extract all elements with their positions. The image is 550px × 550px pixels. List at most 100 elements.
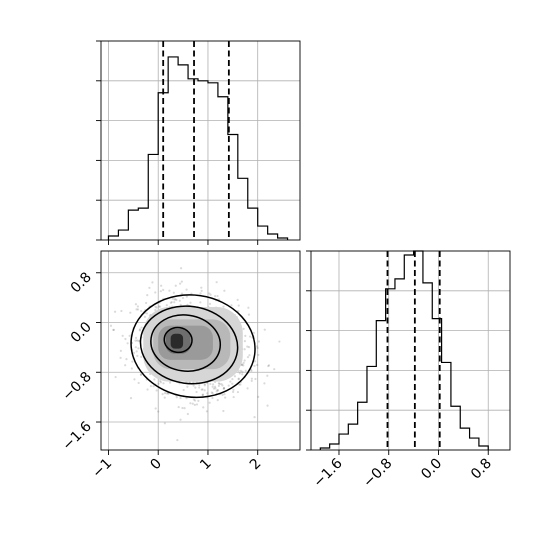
joint-point <box>194 386 197 389</box>
joint-point <box>175 298 178 302</box>
histogram-x-quantiles <box>162 41 230 240</box>
joint-point <box>151 281 154 284</box>
joint-point <box>179 282 182 285</box>
joint-point <box>237 310 240 313</box>
joint-point <box>254 377 257 381</box>
joint-point <box>186 412 189 416</box>
joint-point <box>266 404 269 407</box>
joint-point <box>137 347 140 350</box>
joint-point <box>129 397 133 400</box>
joint-point <box>211 392 214 395</box>
joint-point <box>177 405 180 409</box>
joint-point <box>165 304 168 307</box>
joint-point <box>176 438 179 442</box>
joint-point <box>143 315 147 318</box>
joint-point <box>178 299 181 302</box>
joint-point <box>232 388 235 391</box>
joint-point <box>179 418 182 421</box>
joint-point <box>159 381 163 384</box>
joint-density-cell <box>170 333 184 349</box>
joint-point <box>253 364 256 367</box>
joint-point <box>241 370 244 373</box>
joint-point <box>134 346 137 349</box>
joint-point <box>158 305 162 308</box>
joint-point <box>220 383 223 386</box>
joint-point <box>208 292 211 295</box>
joint-point <box>175 396 178 399</box>
joint-point <box>243 359 246 362</box>
joint-point <box>242 327 245 330</box>
joint-point <box>236 298 239 301</box>
joint-point <box>231 378 234 381</box>
joint-point <box>246 356 250 359</box>
joint-point <box>168 289 171 292</box>
joint-point <box>179 267 183 270</box>
joint-point <box>213 385 217 388</box>
histogram-x-yticks <box>96 40 101 241</box>
joint-point <box>169 381 172 384</box>
joint-point <box>154 291 157 294</box>
joint-point <box>170 300 173 304</box>
histogram-y-grid <box>311 251 510 450</box>
joint-point <box>214 295 217 298</box>
joint-contour <box>139 305 239 385</box>
joint-point <box>128 334 131 337</box>
joint-point <box>192 384 195 387</box>
joint-point <box>109 324 113 327</box>
hy-xtick-label: 0.8 <box>468 456 495 483</box>
joint-point <box>266 374 269 377</box>
joint-point <box>121 334 124 337</box>
joint-point <box>165 392 168 395</box>
joint-point <box>119 349 122 352</box>
joint-point <box>237 378 240 381</box>
joint-point <box>153 378 156 381</box>
joint-point <box>185 295 188 298</box>
joint-point <box>163 392 167 395</box>
joint-point <box>154 407 157 410</box>
joint-point <box>179 303 182 306</box>
joint-point <box>114 375 117 379</box>
joint-point <box>216 399 219 402</box>
joint-point <box>181 406 184 410</box>
joint-point <box>237 304 240 307</box>
joint-ytick-label: −1.6 <box>59 418 94 453</box>
joint-point <box>97 305 99 307</box>
joint-point <box>163 422 166 425</box>
joint-point <box>203 389 206 392</box>
joint-point <box>185 397 188 400</box>
joint-point <box>222 409 225 413</box>
joint-point <box>252 331 256 334</box>
joint-point <box>162 288 165 291</box>
joint-point <box>200 388 203 391</box>
joint-point <box>136 354 139 358</box>
histogram-x-frame <box>100 40 301 241</box>
joint-panel: −1 0 1 2 0.8 0.0 −0.8 −1.6 <box>59 250 301 481</box>
joint-point <box>218 382 221 385</box>
joint-point <box>135 308 138 311</box>
hy-xtick-label: 0.0 <box>418 456 445 483</box>
joint-point <box>132 351 136 354</box>
joint-contours <box>130 294 256 399</box>
joint-point <box>161 393 164 396</box>
joint-point <box>198 386 201 389</box>
joint-point <box>140 309 143 313</box>
joint-point <box>246 345 249 348</box>
joint-point <box>273 368 276 371</box>
joint-point <box>119 356 122 359</box>
joint-point <box>126 342 129 345</box>
joint-point <box>189 402 192 405</box>
joint-point <box>224 396 227 399</box>
joint-point <box>211 385 214 388</box>
joint-point <box>138 328 142 331</box>
joint-point <box>250 379 253 382</box>
joint-point <box>160 284 163 287</box>
joint-point <box>215 281 218 284</box>
joint-point <box>138 329 141 332</box>
joint-point <box>183 407 186 410</box>
joint-point <box>155 389 158 392</box>
joint-point <box>112 328 115 331</box>
joint-point <box>233 375 237 378</box>
joint-point <box>223 392 226 396</box>
joint-point <box>206 392 209 395</box>
